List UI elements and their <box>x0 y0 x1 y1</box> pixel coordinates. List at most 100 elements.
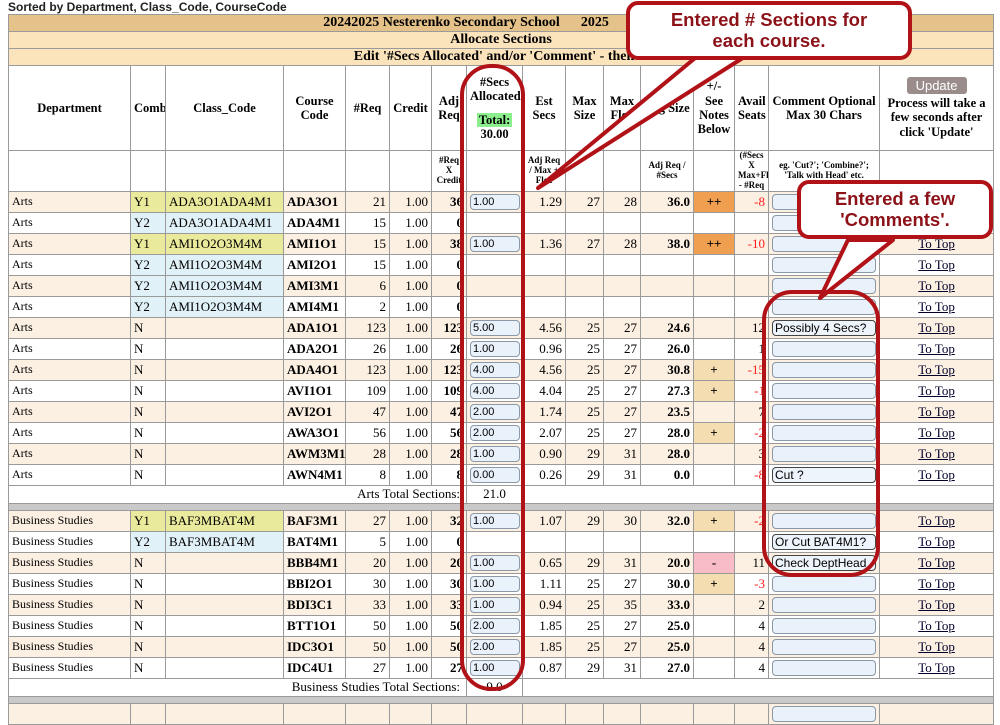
avail-seats-cell <box>734 253 769 276</box>
secs-allocated-input[interactable] <box>470 639 520 656</box>
secs-allocated-cell <box>466 295 523 318</box>
to-top-cell: To Top <box>878 463 995 486</box>
to-top-link[interactable]: To Top <box>918 512 955 528</box>
comment-input[interactable] <box>772 575 876 592</box>
comment-input[interactable] <box>772 638 876 655</box>
to-top-link[interactable]: To Top <box>918 256 955 272</box>
secs-allocated-input[interactable] <box>470 513 520 530</box>
secs-allocated-input[interactable] <box>470 383 520 400</box>
to-top-link[interactable]: To Top <box>918 617 955 633</box>
max-size-cell <box>565 295 604 318</box>
to-top-link[interactable]: To Top <box>918 638 955 654</box>
comment-input[interactable] <box>772 424 876 441</box>
allocate-sections-table: 20242025 Nesterenko Secondary School 202… <box>7 14 995 725</box>
to-top-link[interactable]: To Top <box>918 575 955 591</box>
section-total-label: Business Studies Total Sections: <box>8 677 467 697</box>
comment-input[interactable] <box>772 466 876 483</box>
to-top-link[interactable]: To Top <box>918 382 955 398</box>
max-flex-cell: 27 <box>603 614 641 637</box>
section-total-label: Arts Total Sections: <box>8 484 467 504</box>
secs-allocated-input[interactable] <box>470 576 520 593</box>
secs-allocated-input[interactable] <box>470 467 520 484</box>
secs-allocated-input[interactable] <box>470 618 520 635</box>
blank-cell <box>878 702 995 725</box>
class-code-cell: ADA3O1ADA4M1 <box>165 211 284 234</box>
to-top-link[interactable]: To Top <box>918 298 955 314</box>
credit-cell: 1.00 <box>389 274 432 297</box>
to-top-link[interactable]: To Top <box>918 235 955 251</box>
to-top-link[interactable]: To Top <box>918 554 955 570</box>
comment-input[interactable] <box>772 512 876 529</box>
comment-input[interactable] <box>772 659 876 676</box>
to-top-cell: To Top <box>878 400 995 423</box>
to-top-link[interactable]: To Top <box>918 466 955 482</box>
to-top-link[interactable]: To Top <box>918 340 955 356</box>
secs-allocated-input[interactable] <box>470 362 520 379</box>
comb-cell: N <box>130 635 166 658</box>
to-top-link[interactable]: To Top <box>918 659 955 675</box>
to-top-link[interactable]: To Top <box>918 277 955 293</box>
department-cell: Business Studies <box>8 635 131 658</box>
to-top-link[interactable]: To Top <box>918 403 955 419</box>
comment-input[interactable] <box>772 277 876 294</box>
secs-allocated-input[interactable] <box>470 194 520 211</box>
secs-allocated-input[interactable] <box>470 341 520 358</box>
plusminus-cell <box>693 400 735 423</box>
secs-allocated-input[interactable] <box>470 236 520 253</box>
to-top-link[interactable]: To Top <box>918 319 955 335</box>
secs-allocated-cell <box>466 337 523 360</box>
max-flex-cell: 35 <box>603 593 641 616</box>
comment-cell <box>768 635 880 658</box>
comment-input[interactable] <box>772 554 876 571</box>
comment-input[interactable] <box>772 596 876 613</box>
comment-input[interactable] <box>772 319 876 336</box>
comb-cell: Y1 <box>130 232 166 255</box>
to-top-link[interactable]: To Top <box>918 596 955 612</box>
callout-sections-line1: Entered # Sections for <box>670 9 868 30</box>
avg-size-cell: 28.0 <box>640 442 694 465</box>
comment-input[interactable] <box>772 382 876 399</box>
secs-allocated-input[interactable] <box>470 404 520 421</box>
comment-input[interactable] <box>772 705 876 722</box>
adj-req-cell: 32 <box>431 509 467 532</box>
comment-input[interactable] <box>772 533 876 550</box>
comment-input[interactable] <box>772 403 876 420</box>
comment-input[interactable] <box>772 298 876 315</box>
secs-allocated-input[interactable] <box>470 597 520 614</box>
comb-cell: N <box>130 463 166 486</box>
to-top-cell: To Top <box>878 379 995 402</box>
to-top-link[interactable]: To Top <box>918 533 955 549</box>
adj-req-cell: 38 <box>431 232 467 255</box>
comment-input[interactable] <box>772 445 876 462</box>
comment-input[interactable] <box>772 361 876 378</box>
est-secs-cell: 0.94 <box>522 593 566 616</box>
to-top-link[interactable]: To Top <box>918 424 955 440</box>
req-cell: 50 <box>345 614 390 637</box>
to-top-link[interactable]: To Top <box>918 361 955 377</box>
table-row: Business StudiesNBBB4M1201.00200.6529312… <box>8 551 995 574</box>
update-button[interactable]: Update <box>906 76 967 94</box>
secs-allocated-input[interactable] <box>470 425 520 442</box>
comment-input[interactable] <box>772 256 876 273</box>
comment-input[interactable] <box>772 340 876 357</box>
comb-cell: N <box>130 656 166 679</box>
secs-allocated-input[interactable] <box>470 660 520 677</box>
max-flex-cell: 31 <box>603 442 641 465</box>
avg-size-cell <box>640 253 694 276</box>
sub-avg-size: Adj Req / #Secs <box>640 150 694 192</box>
department-cell: Business Studies <box>8 614 131 637</box>
to-top-link[interactable]: To Top <box>918 445 955 461</box>
req-cell: 27 <box>345 656 390 679</box>
secs-allocated-input[interactable] <box>470 446 520 463</box>
secs-allocated-input[interactable] <box>470 555 520 572</box>
class-code-cell <box>165 379 284 402</box>
secs-allocated-input[interactable] <box>470 320 520 337</box>
avg-size-cell <box>640 530 694 553</box>
course-code-cell: AMI4M1 <box>283 295 346 318</box>
avail-seats-cell: -8 <box>734 190 769 213</box>
blank-cell <box>693 702 735 725</box>
blank-cell <box>165 702 284 725</box>
avg-size-cell: 20.0 <box>640 551 694 574</box>
comb-cell: Y2 <box>130 530 166 553</box>
comment-input[interactable] <box>772 617 876 634</box>
